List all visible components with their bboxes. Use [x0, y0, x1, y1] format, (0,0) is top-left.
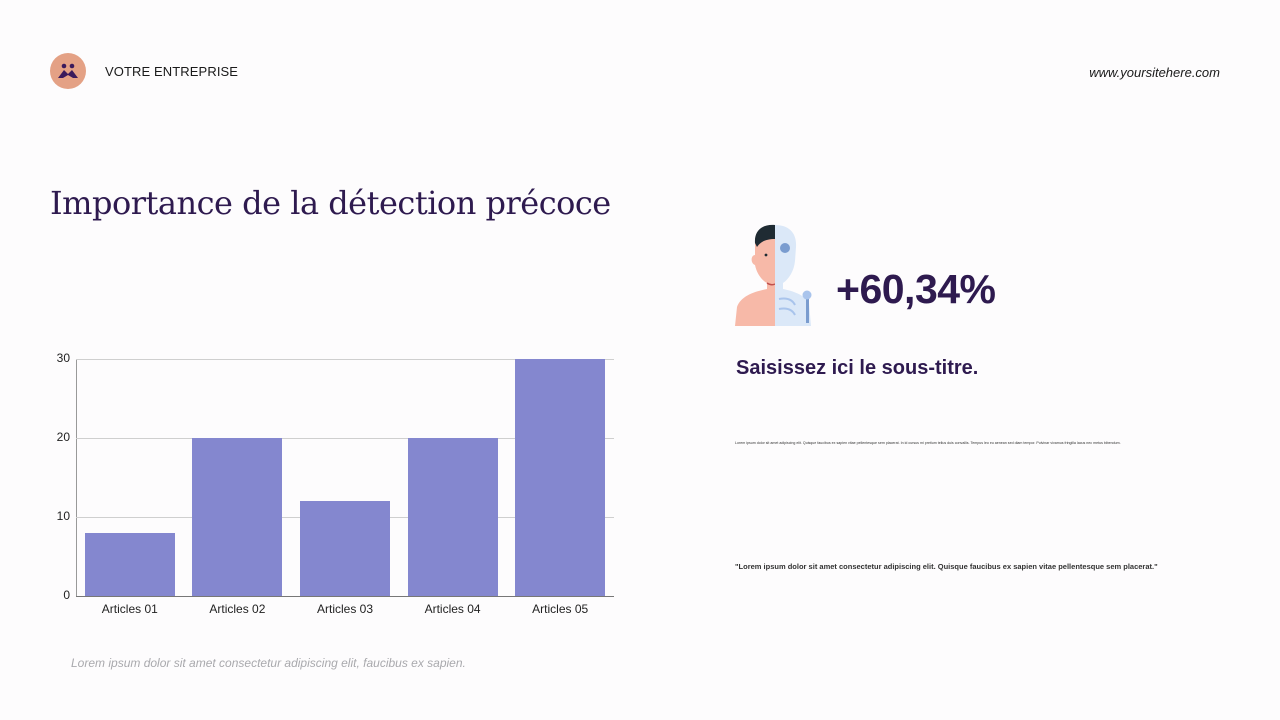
website-link[interactable]: www.yoursitehere.com: [1089, 65, 1220, 80]
chart-caption: Lorem ipsum dolor sit amet consectetur a…: [71, 656, 466, 670]
stat-subtitle: Saisissez ici le sous-titre.: [736, 357, 979, 379]
y-tick-label: 10: [56, 509, 70, 523]
stat-quote: "Lorem ipsum dolor sit amet consectetur …: [735, 562, 1158, 571]
bar-2: [192, 438, 283, 596]
gridline: [76, 359, 614, 360]
bar-1: [84, 532, 175, 596]
bar-chart: 0 10 20 30 Articles 01 Articles 02 Articles 03…: [0, 0, 640, 640]
x-tick-label: Articles 01: [101, 602, 158, 616]
bar-5: [515, 359, 606, 596]
people-icon: [58, 63, 78, 78]
company-name: VOTRE ENTREPRISE: [105, 64, 239, 79]
y-axis: [76, 359, 77, 596]
slide-title: Importance de la détection précoce: [50, 184, 611, 222]
bar-4: [407, 438, 498, 596]
y-tick-label: 20: [56, 430, 70, 444]
stat-value: +60,34%: [836, 266, 996, 312]
x-tick-label: Articles 02: [209, 602, 266, 616]
stat-paragraph: Lorem ipsum dolor sit amet adipiscing el…: [735, 441, 1121, 445]
x-tick-label: Articles 04: [424, 602, 481, 616]
bar-3: [300, 501, 390, 596]
company-logo: [50, 53, 86, 89]
x-tick-label: Articles 03: [316, 602, 374, 616]
y-tick-label: 0: [63, 588, 70, 602]
human-skeleton-xray-icon: [735, 224, 812, 326]
gridline: [76, 438, 614, 439]
y-tick-label: 30: [56, 351, 70, 365]
x-axis: [76, 596, 614, 597]
x-tick-label: Articles 05: [532, 602, 589, 616]
